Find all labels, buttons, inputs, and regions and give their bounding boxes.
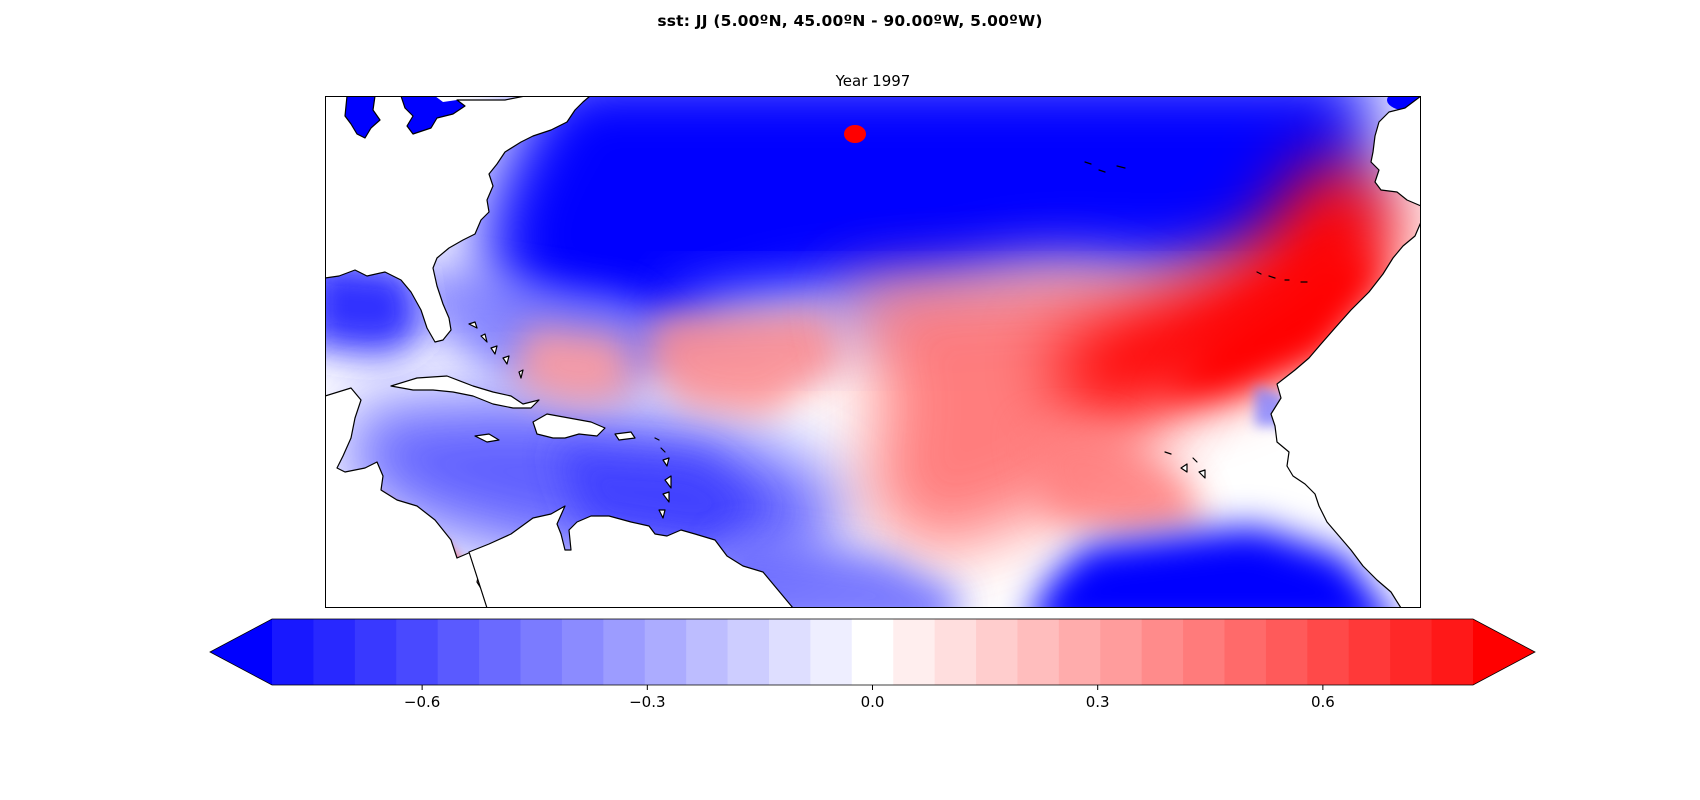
canary-islands [1256, 271, 1308, 283]
anomaly-antilles-warm [515, 326, 635, 406]
colorbar-outline [209, 618, 1536, 686]
colorbar-tick-labels: −0.6 −0.3 0.0 0.3 0.6 [404, 693, 1335, 711]
anomaly-north-atlantic-cold [475, 96, 1375, 346]
colorbar-segment [1390, 619, 1433, 685]
hispaniola-island [532, 413, 606, 439]
puerto-rico-island [614, 431, 636, 441]
colorbar-segment [1307, 619, 1350, 685]
anomaly-southeast-warm [1025, 426, 1205, 536]
colorbar-segment [644, 619, 687, 685]
colorbar-segment [1017, 619, 1060, 685]
anomaly-equatorial-cold [1036, 526, 1384, 608]
colorbar-segment [313, 619, 356, 685]
colorbar-segment [272, 619, 315, 685]
colorbar-segment [437, 619, 480, 685]
colorbar-segment [768, 619, 811, 685]
bahamas-islands [468, 321, 524, 379]
anomaly-african-coast-warm [1045, 156, 1405, 416]
colorbar-segment [1265, 619, 1308, 685]
colorbar-segment [934, 619, 977, 685]
colorbar-tick-label: −0.3 [629, 693, 665, 711]
colorbar-tick-label: 0.0 [861, 693, 885, 711]
colorbar-extend-high [1473, 619, 1535, 685]
colorbar-tick-label: −0.6 [404, 693, 440, 711]
colorbar-tick-label: 0.6 [1311, 693, 1335, 711]
anomaly-north-atlantic-warm-spot [844, 125, 866, 143]
colorbar-segment [686, 619, 729, 685]
colorbar-segment [893, 619, 936, 685]
sst-anomaly-map [325, 96, 1421, 608]
colorbar-segment [561, 619, 604, 685]
jamaica-island [474, 433, 500, 443]
colorbar-segment [976, 619, 1019, 685]
colorbar-segment [1058, 619, 1101, 685]
lesser-antilles-islands [654, 437, 672, 519]
mexico-central-america-land [325, 387, 496, 608]
colorbar-segment [1224, 619, 1267, 685]
colorbar-segment [1141, 619, 1184, 685]
map-panel-title: Year 1997 [835, 72, 911, 90]
north-america-land [325, 96, 591, 343]
anomaly-central-west-warm [645, 311, 845, 416]
colorbar-segments [272, 619, 1474, 685]
anomaly-african-coast-core [1155, 246, 1385, 396]
colorbar-segment [396, 619, 439, 685]
colorbar-segment [354, 619, 397, 685]
colorbar-segment [603, 619, 646, 685]
cuba-island [390, 375, 540, 409]
africa-land [1270, 221, 1421, 608]
land-layer [325, 96, 1421, 608]
colorbar-segment [1183, 619, 1226, 685]
south-america-land [468, 505, 794, 608]
colorbar-segment [520, 619, 563, 685]
colorbar-extend-low [210, 619, 272, 685]
colorbar-segment [727, 619, 770, 685]
azores-islands [1084, 161, 1126, 173]
colorbar-segment [851, 619, 894, 685]
colorbar-segment [1100, 619, 1143, 685]
colorbar-segment [479, 619, 522, 685]
colorbar-segment [1348, 619, 1391, 685]
anomaly-gulf-cool [325, 257, 425, 356]
colorbar: −0.6 −0.3 0.0 0.3 0.6 [209, 618, 1536, 711]
colorbar-segment [1431, 619, 1474, 685]
colorbar-ticks [421, 685, 1324, 690]
europe-iberia-land [1370, 96, 1421, 207]
figure-suptitle: sst: JJ (5.00ºN, 45.00ºN - 90.00ºW, 5.00… [657, 12, 1043, 30]
colorbar-segment [810, 619, 853, 685]
cape-verde-islands [1164, 451, 1206, 479]
colorbar-tick-label: 0.3 [1086, 693, 1110, 711]
